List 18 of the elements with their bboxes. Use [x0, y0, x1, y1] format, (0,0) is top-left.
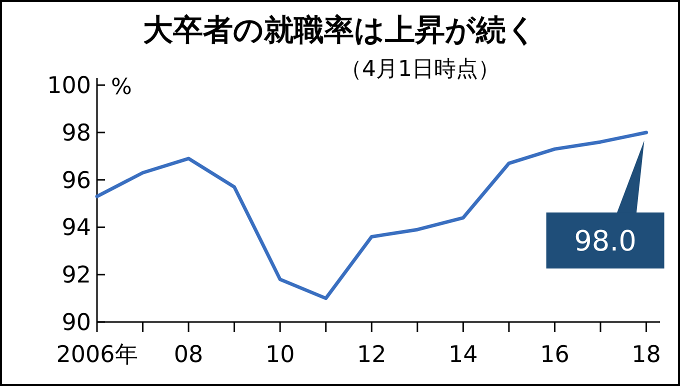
- y-tick-label: 96: [62, 168, 91, 194]
- x-tick-label: 12: [356, 342, 386, 368]
- x-tick-label: 14: [448, 342, 478, 368]
- x-tick-label: 18: [632, 342, 661, 368]
- x-tick-label: 10: [265, 342, 295, 368]
- x-tick-label: 2006年: [56, 342, 138, 368]
- x-tick-label: 16: [540, 342, 570, 368]
- x-tick-label: 08: [174, 342, 204, 368]
- chart-subtitle: （4月1日時点）: [340, 57, 500, 82]
- y-tick-label: 94: [62, 215, 91, 242]
- y-axis-title: %: [111, 75, 132, 100]
- y-tick-label: 98: [62, 120, 91, 146]
- annotation: 98.0: [574, 224, 636, 258]
- y-tick-label: 100: [47, 73, 91, 100]
- chart-title: 大卒者の就職率は上昇が続く: [143, 13, 537, 48]
- y-tick-label: 90: [62, 310, 91, 336]
- line-series: [95, 130, 648, 300]
- y-tick-label: 92: [62, 262, 91, 289]
